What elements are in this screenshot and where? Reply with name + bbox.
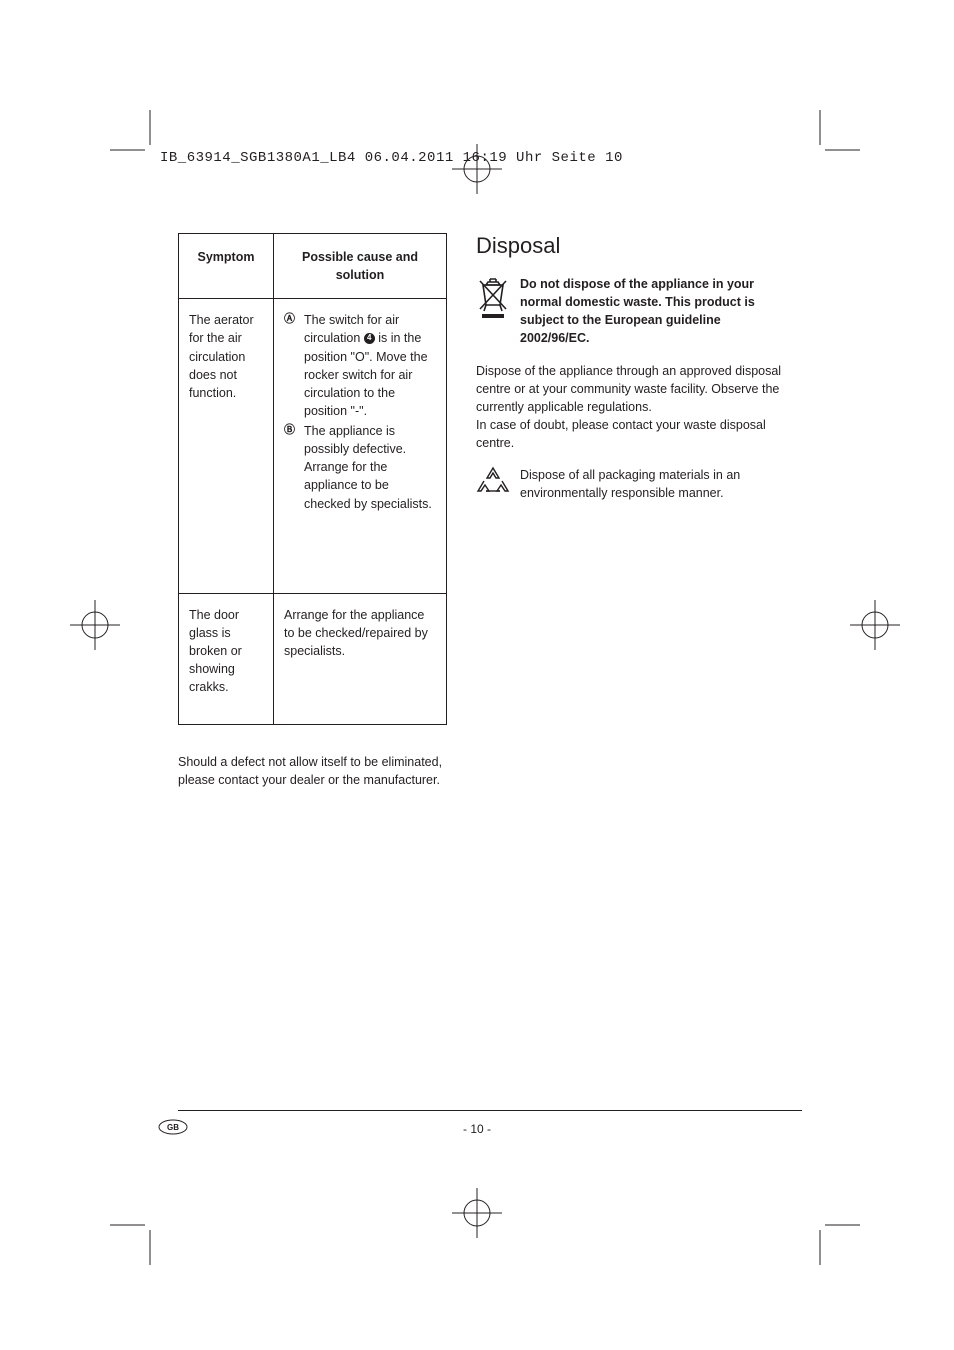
recycle-icon: [476, 466, 510, 502]
th-solution: Possible cause and solution: [274, 234, 447, 299]
th-symptom: Symptom: [179, 234, 274, 299]
symptom-cell: The door glass is broken or showing crak…: [179, 593, 274, 725]
bullet-a-icon: Ⓐ: [284, 311, 298, 420]
weee-warning: Do not dispose of the appliance in your …: [520, 275, 786, 348]
right-column: Disposal: [476, 233, 786, 790]
weee-icon: [476, 275, 510, 348]
footer-rule: [178, 1110, 802, 1111]
crop-corner-br: [800, 1205, 860, 1265]
solution-cell: Ⓐ The switch for air circula­tion 4 is i…: [274, 299, 447, 593]
page: IB_63914_SGB1380A1_LB4 06.04.2011 16:19 …: [0, 0, 954, 1350]
content-area: Symptom Possible cause and solution The …: [178, 233, 802, 790]
symptom-cell: The aerator for the air circula­tion doe…: [179, 299, 274, 593]
solution-cell: Arrange for the appliance to be checked/…: [274, 593, 447, 725]
recycle-block: Dispose of all packaging materials in an…: [476, 466, 786, 502]
weee-block: Do not dispose of the appliance in your …: [476, 275, 786, 348]
recycle-text: Dispose of all packaging materials in an…: [520, 466, 786, 502]
crop-mark-tr: [850, 600, 900, 650]
troubleshoot-table: Symptom Possible cause and solution The …: [178, 233, 447, 725]
solution-b: The appliance is possibly defective. Arr…: [304, 422, 436, 513]
disposal-body: Dispose of the appliance through an appr…: [476, 362, 786, 453]
bullet-b-icon: Ⓑ: [284, 422, 298, 513]
table-row: The door glass is broken or showing crak…: [179, 593, 447, 725]
disposal-heading: Disposal: [476, 233, 786, 259]
reg-mark-bottom: [452, 1188, 502, 1243]
print-header: IB_63914_SGB1380A1_LB4 06.04.2011 16:19 …: [160, 150, 623, 166]
left-column: Symptom Possible cause and solution The …: [178, 233, 446, 790]
table-row: The aerator for the air circula­tion doe…: [179, 299, 447, 593]
crop-corner-tr: [800, 110, 860, 170]
page-number: - 10 -: [0, 1122, 954, 1136]
crop-mark-tl: [70, 600, 120, 650]
crop-corner-bl: [110, 1205, 170, 1265]
solution-a: The switch for air circula­tion 4 is in …: [304, 311, 436, 420]
ref-number-icon: 4: [364, 333, 375, 344]
after-table-note: Should a defect not allow itself to be e…: [178, 753, 446, 789]
